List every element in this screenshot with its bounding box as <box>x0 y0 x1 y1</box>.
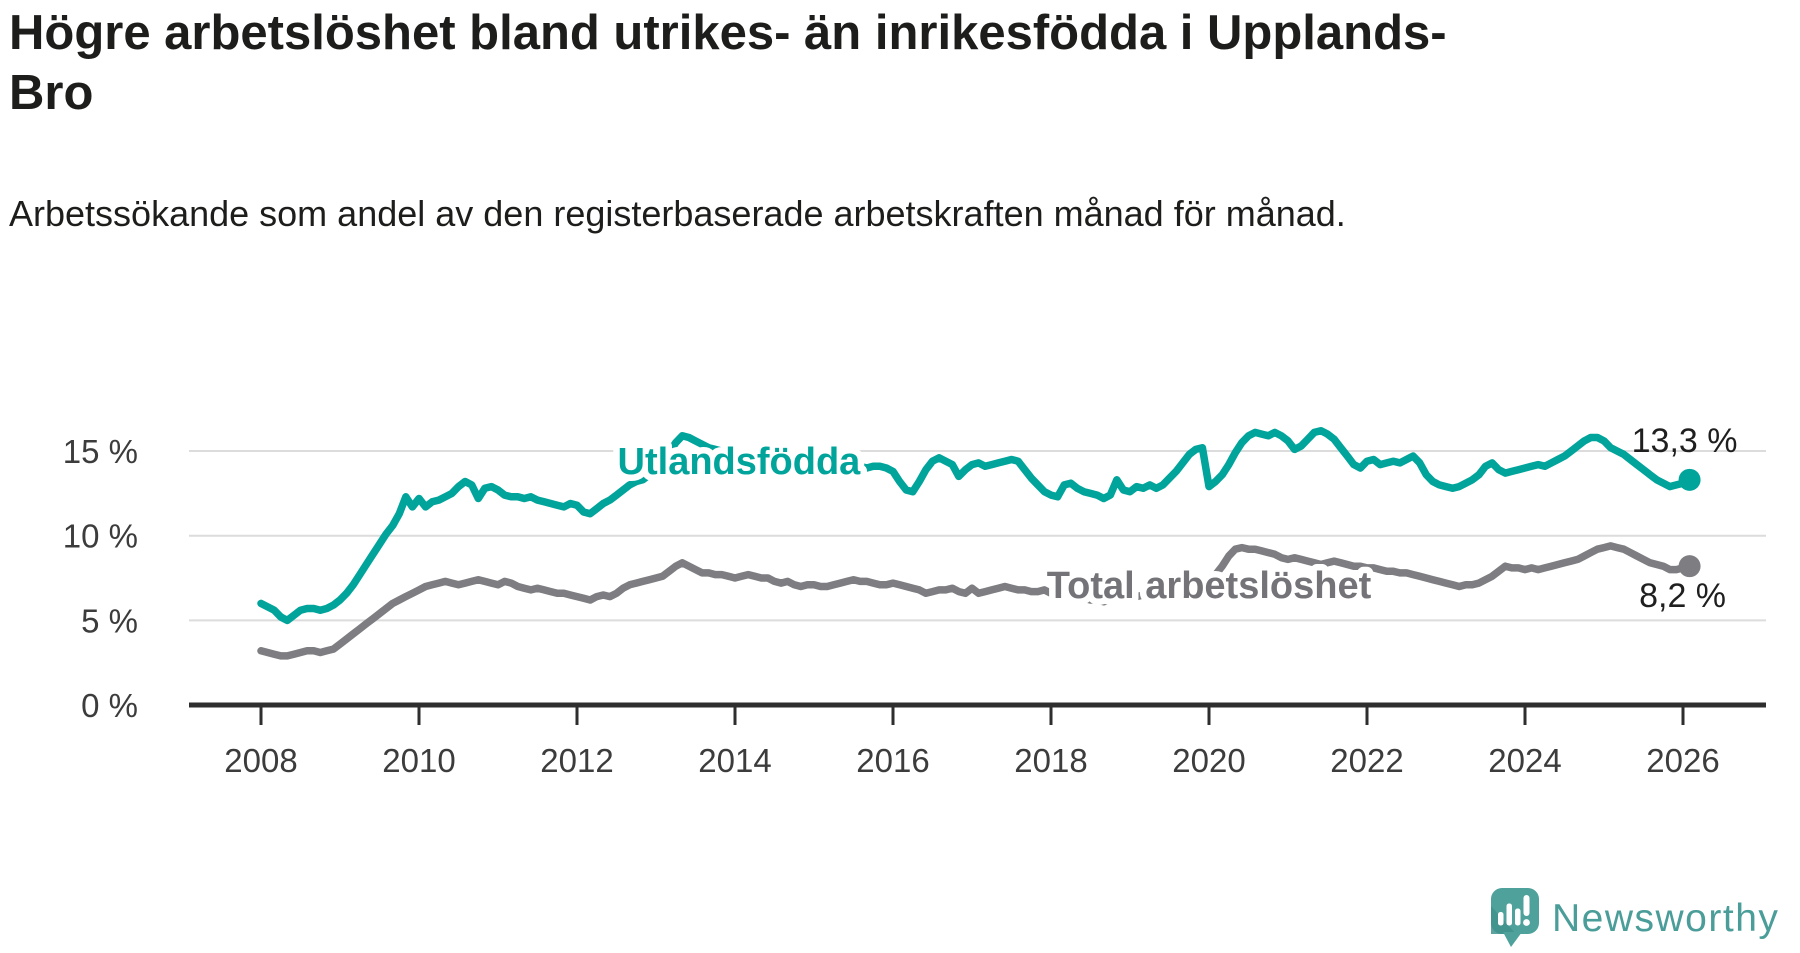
series-end-value-label: 13,3 % <box>1632 422 1738 460</box>
x-axis-tick-label: 2012 <box>540 742 613 779</box>
y-axis-tick-label: 15 % <box>63 433 138 470</box>
logo-brand-text: Newsworthy <box>1552 897 1779 940</box>
newsworthy-logo: Newsworthy <box>1488 884 1800 948</box>
x-axis-tick-label: 2018 <box>1014 742 1087 779</box>
series-label: Total arbetslöshet <box>1047 565 1372 607</box>
chart-subtitle: Arbetssökande som andel av den registerb… <box>9 193 1346 234</box>
x-axis-tick-label: 2008 <box>224 742 297 779</box>
x-axis-tick-label: 2010 <box>382 742 455 779</box>
series-end-dot <box>1678 555 1701 578</box>
chart-title: Högre arbetslöshet bland utrikes- än inr… <box>9 6 1447 120</box>
x-axis-tick-label: 2014 <box>698 742 771 779</box>
y-axis-tick-label: 0 % <box>81 687 138 724</box>
x-axis-tick-label: 2016 <box>856 742 929 779</box>
x-axis-tick-label: 2020 <box>1172 742 1245 779</box>
y-axis-tick-label: 5 % <box>81 602 138 639</box>
series-end-dot <box>1678 468 1701 491</box>
x-axis-tick-label: 2022 <box>1330 742 1403 779</box>
series-line-foreign-born <box>257 426 1694 625</box>
x-axis-tick-label: 2026 <box>1646 742 1719 779</box>
series-end-value-label: 8,2 % <box>1639 577 1726 615</box>
logo-speech-bubble-icon <box>1491 888 1539 947</box>
x-axis-tick-label: 2024 <box>1488 742 1561 779</box>
series-line-total <box>257 542 1694 660</box>
logo-bar-chart-icon <box>1498 895 1530 926</box>
y-axis-tick-label: 10 % <box>63 518 138 555</box>
series-label: Utlandsfödda <box>618 441 862 483</box>
